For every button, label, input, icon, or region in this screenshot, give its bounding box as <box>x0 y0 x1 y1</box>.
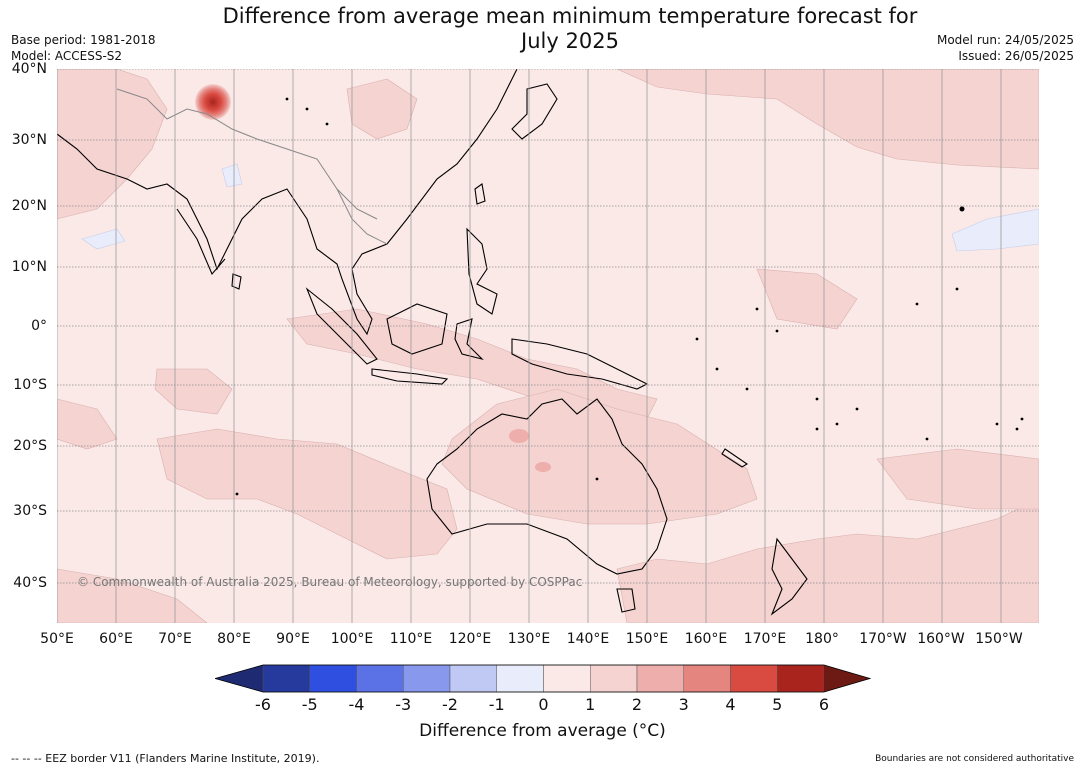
coastlines <box>56 68 808 616</box>
country-borders <box>116 88 388 245</box>
lon-label: 90°E <box>276 631 310 647</box>
colorbar-tick-label: -1 <box>488 695 505 714</box>
anomaly-neg-0-1 <box>81 163 1040 252</box>
lon-label: 70°E <box>158 631 192 647</box>
lat-label: 40°N <box>11 61 47 77</box>
issued-date: Issued: 26/05/2025 <box>958 49 1074 63</box>
anomaly-hotspot <box>195 84 231 120</box>
coast-taiwan <box>474 183 486 205</box>
model-name: Model: ACCESS-S2 <box>11 49 123 63</box>
lat-label: 0° <box>31 318 47 334</box>
map-canvas <box>56 68 1040 624</box>
colorbar-segment <box>636 664 684 693</box>
lat-label: 40°S <box>13 575 47 591</box>
lon-label: 50°E <box>40 631 74 647</box>
title-line-1: Difference from average mean minimum tem… <box>222 4 918 28</box>
lon-label: 150°W <box>975 631 1023 647</box>
lon-label: 170°E <box>743 631 787 647</box>
lon-label: 100°E <box>330 631 374 647</box>
model-run: Model run: 24/05/2025 <box>936 33 1074 47</box>
coast-india <box>176 208 226 276</box>
colorbar-segment <box>683 664 731 693</box>
lon-label: 180° <box>805 631 839 647</box>
lon-label: 160°W <box>917 631 965 647</box>
meridians <box>56 69 1002 623</box>
coast-java <box>371 368 449 385</box>
lat-label: 10°S <box>13 377 47 393</box>
pacific-islands <box>235 97 1024 496</box>
coast-asia-mainland <box>56 68 518 336</box>
colorbar-tick-label: 2 <box>631 695 643 714</box>
lon-label: 110°E <box>389 631 433 647</box>
anomaly-patch-a <box>509 429 529 443</box>
coast-philippines <box>466 227 498 315</box>
colorbar-tick-label: -4 <box>348 695 365 714</box>
forecast-map <box>56 68 1040 624</box>
colorbar-label: Difference from average (°C) <box>419 721 666 741</box>
colorbar-tick-label: 0 <box>538 695 549 714</box>
coast-australia <box>426 398 668 575</box>
colorbar-segment <box>496 664 544 693</box>
colorbar-segment <box>309 664 357 693</box>
colorbar-under-arrow <box>215 665 263 692</box>
colorbar-segment <box>543 664 591 693</box>
colorbar-tick-label: -5 <box>301 695 318 714</box>
coast-new-zealand <box>770 537 808 616</box>
coast-new-caledonia <box>721 448 749 468</box>
colorbar-segment <box>590 664 638 693</box>
lon-label: 130°E <box>507 631 551 647</box>
lat-label: 10°N <box>11 259 47 275</box>
lon-label: 150°E <box>625 631 669 647</box>
lat-label: 20°N <box>11 198 47 214</box>
boundaries-disclaimer: Boundaries are not considered authoritat… <box>875 754 1074 764</box>
colorbar-segment <box>356 664 404 693</box>
coast-borneo <box>386 303 448 355</box>
coast-tasmania <box>616 588 636 613</box>
title-line-2: July 2025 <box>521 29 619 53</box>
eez-border-legend: -- -- -- EEZ border V11 (Flanders Marine… <box>11 752 320 765</box>
colorbar-segment <box>262 664 310 693</box>
lon-label: 160°E <box>684 631 728 647</box>
lat-label: 20°S <box>13 438 47 454</box>
copyright-notice: © Commonwealth of Australia 2025, Bureau… <box>77 575 583 589</box>
colorbar-segment <box>403 664 451 693</box>
colorbar-segments <box>262 664 825 693</box>
colorbar-outline <box>215 664 871 693</box>
lon-label: 80°E <box>217 631 251 647</box>
meta-right: Model run: 24/05/2025 Issued: 26/05/2025 <box>937 32 1074 64</box>
colorbar-tick-label: 5 <box>772 695 783 714</box>
colorbar <box>215 664 871 693</box>
colorbar-tick-label: -2 <box>442 695 458 714</box>
coast-sumatra <box>305 287 378 365</box>
anomaly-patch-b <box>535 462 551 472</box>
colorbar-tick-label: -3 <box>395 695 412 714</box>
coast-sri-lanka <box>231 273 242 290</box>
lat-label: 30°N <box>11 132 47 148</box>
coast-sulawesi <box>454 318 484 361</box>
colorbar-tick-label: -6 <box>255 695 271 714</box>
coast-new-guinea <box>511 338 649 390</box>
lon-label: 60°E <box>99 631 133 647</box>
colorbar-tick-label: 4 <box>725 695 736 714</box>
colorbar-segment <box>730 664 778 693</box>
lon-label: 170°W <box>859 631 907 647</box>
colorbar-tick-label: 6 <box>818 695 830 714</box>
map-title: Difference from average mean minimum tem… <box>0 4 1085 54</box>
lon-label: 120°E <box>448 631 492 647</box>
colorbar-tick-label: 3 <box>678 695 689 714</box>
base-period: Base period: 1981-2018 <box>11 33 156 47</box>
lon-label: 140°E <box>566 631 610 647</box>
meta-left: Base period: 1981-2018 Model: ACCESS-S2 <box>11 32 156 64</box>
lat-label: 30°S <box>13 503 47 519</box>
colorbar-segment <box>777 664 825 693</box>
colorbar-tick-label: 1 <box>585 695 596 714</box>
colorbar-over-arrow <box>824 665 870 692</box>
coast-japan <box>511 83 558 140</box>
map-background <box>57 69 1039 623</box>
colorbar-segment <box>449 664 497 693</box>
